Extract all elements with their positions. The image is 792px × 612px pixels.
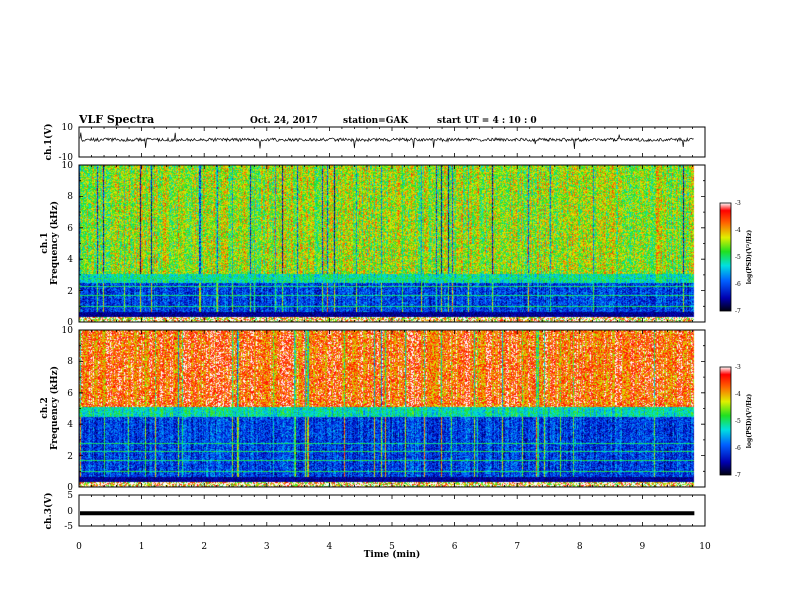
ch1-waveform-panel: 10 -10 ch.1(V): [43, 123, 706, 163]
time-tick-label: 5: [389, 542, 395, 552]
ch2-spectrogram-panel: 10 8 6 4 2 0 ch.2 Frequency (kHz): [40, 326, 706, 493]
ch2-colorbar-tick-m5: -5: [735, 418, 741, 425]
ch2-colorbar-tick-m7: -7: [735, 472, 741, 479]
ch2-colorbar-ramp: [720, 367, 731, 475]
time-axis-labels: 0 1 2 3 4 5 6 7 8 9 10: [76, 542, 711, 552]
ch2-colorbar-tick-m4: -4: [735, 391, 741, 398]
time-tick-label: 7: [514, 542, 520, 552]
ch2-frequency-ylabel: Frequency (kHz): [49, 366, 60, 450]
ch1-ytick-bottom: -10: [59, 153, 74, 163]
ch3-waveform-frame: [78, 494, 706, 527]
ch3-waveform-panel: 5 0 -5 ch.3(V): [43, 491, 706, 532]
ch2-spectrogram-image: [79, 330, 705, 487]
date-label: Oct. 24, 2017: [250, 116, 318, 126]
ch2-colorbar-tick-m3: -3: [735, 364, 741, 371]
axis-tick-marks: [78, 127, 706, 526]
ch1-colorbar-tick-m6: -6: [735, 281, 741, 288]
ch3-ytick-5: 5: [67, 491, 73, 501]
ch1-colorbar-tick-m3: -3: [735, 200, 741, 207]
time-tick-label: 4: [327, 542, 333, 552]
tick-mark-path: [78, 127, 706, 526]
ch1-waveform-frame: [78, 126, 706, 158]
ch1-colorbar: -3 -4 -5 -6 -7 log(PSD)(V²/Hz): [719, 200, 753, 315]
ch1-freq-tick-8: 8: [67, 192, 73, 202]
ch3-ytick-0: 0: [67, 507, 73, 517]
ch2-colorbar-label: log(PSD)(V²/Hz): [746, 394, 753, 449]
time-tick-label: 6: [452, 542, 458, 552]
ch2-spectrogram-ylabel: ch.2: [40, 397, 50, 418]
ch1-colorbar-frame: [719, 202, 732, 312]
ch3-ytick-neg5: -5: [64, 522, 73, 532]
ch1-waveform-trace: [79, 132, 694, 150]
ch1-colorbar-label: log(PSD)(V²/Hz): [746, 230, 753, 285]
ch2-freq-tick-0: 0: [67, 483, 73, 493]
time-tick-label: 8: [577, 542, 583, 552]
ch2-freq-tick-6: 6: [67, 389, 73, 399]
ch2-freq-tick-8: 8: [67, 357, 73, 367]
ch2-colorbar-frame: [719, 366, 732, 476]
ch1-spectrogram-panel: 10 8 6 4 2 0 ch.1 Frequency (kHz): [40, 161, 706, 328]
ch2-freq-tick-4: 4: [67, 420, 73, 430]
ch1-spectrogram-image: [79, 165, 705, 322]
time-axis-label: Time (min): [364, 549, 421, 560]
ch1-freq-tick-2: 2: [67, 287, 73, 297]
time-tick-label: 2: [201, 542, 207, 552]
ch1-spectrogram-ylabel: ch.1: [40, 232, 50, 253]
figure-title: VLF Spectra: [78, 113, 154, 126]
ch1-ytick-top: 10: [62, 123, 74, 133]
ch2-colorbar: -3 -4 -5 -6 -7 log(PSD)(V²/Hz): [719, 364, 753, 479]
time-tick-label: 10: [699, 542, 711, 552]
ch1-colorbar-tick-m7: -7: [735, 308, 741, 315]
start-time-label: start UT = 4 : 10 : 0: [437, 116, 537, 126]
ch1-freq-tick-0: 0: [67, 318, 73, 328]
time-tick-label: 3: [264, 542, 270, 552]
time-tick-label: 9: [640, 542, 646, 552]
ch1-colorbar-tick-m5: -5: [735, 254, 741, 261]
time-tick-label: 1: [139, 542, 145, 552]
ch2-colorbar-tick-m6: -6: [735, 445, 741, 452]
ch1-freq-tick-6: 6: [67, 224, 73, 234]
ch1-colorbar-ramp: [720, 203, 731, 311]
ch1-frequency-ylabel: Frequency (kHz): [49, 201, 60, 285]
ch1-colorbar-tick-m4: -4: [735, 227, 741, 234]
ch2-freq-tick-2: 2: [67, 452, 73, 462]
ch2-freq-tick-10: 10: [62, 326, 74, 336]
ch1-freq-tick-10: 10: [62, 161, 74, 171]
time-tick-label: 0: [76, 542, 82, 552]
station-label: station=GAK: [343, 116, 409, 126]
ch1-freq-tick-4: 4: [67, 255, 73, 265]
ch3-waveform-ylabel: ch.3(V): [43, 493, 54, 530]
ch1-waveform-ylabel: ch.1(V): [43, 124, 54, 161]
